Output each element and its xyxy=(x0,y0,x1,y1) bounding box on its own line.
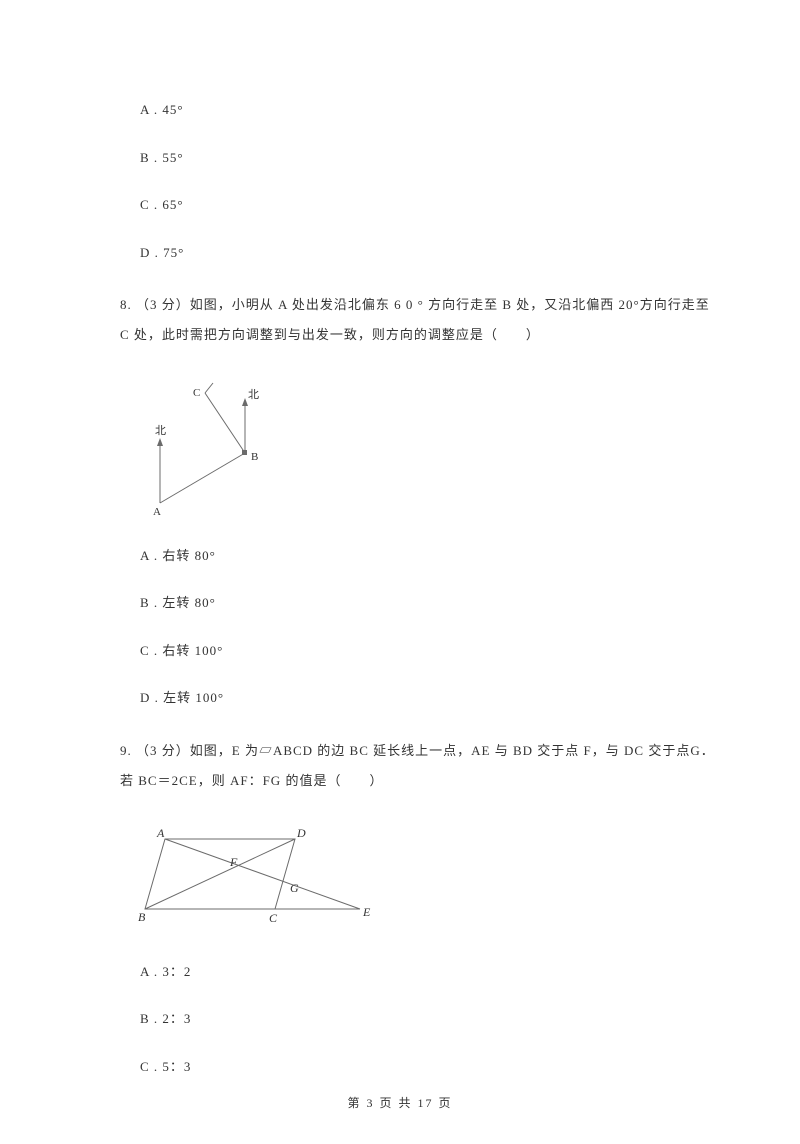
q9-label-f: F xyxy=(229,855,238,869)
q8-option-c: C . 右转 100° xyxy=(140,641,720,661)
q9-label-g: G xyxy=(290,881,299,895)
q9-option-b: B . 2：3 xyxy=(140,1009,720,1029)
q9-label-c: C xyxy=(269,911,278,925)
q8-label-a: A xyxy=(153,506,161,518)
q9-label-b: B xyxy=(138,910,146,924)
q8-label-b: B xyxy=(251,451,258,463)
q9-option-c: C . 5：3 xyxy=(140,1057,720,1077)
q8-option-a: A . 右转 80° xyxy=(140,546,720,566)
q8-text: 8. （3 分）如图，小明从 A 处出发沿北偏东 6 0 ° 方向行走至 B 处… xyxy=(120,290,720,350)
q8-label-c: C xyxy=(193,387,200,399)
q7-option-b: B . 55° xyxy=(140,148,720,168)
q9-text: 9. （3 分）如图，E 为▱ABCD 的边 BC 延长线上一点，AE 与 BD… xyxy=(120,736,720,796)
q7-option-d: D . 75° xyxy=(140,243,720,263)
q7-option-c: C . 65° xyxy=(140,195,720,215)
q9-label-d: D xyxy=(296,826,306,840)
q8-figure: A B C 北 北 xyxy=(135,378,720,518)
q8-option-b: B . 左转 80° xyxy=(140,593,720,613)
q7-option-a: A . 45° xyxy=(140,100,720,120)
page-footer: 第 3 页 共 17 页 xyxy=(0,1094,800,1112)
q9-label-a: A xyxy=(156,826,165,840)
q9-label-e: E xyxy=(362,905,371,919)
q8-label-n1: 北 xyxy=(155,424,166,437)
q9-option-a: A . 3：2 xyxy=(140,962,720,982)
q9-figure: A D B C E F G xyxy=(135,824,720,934)
q8-label-n2: 北 xyxy=(248,388,259,401)
q8-option-d: D . 左转 100° xyxy=(140,688,720,708)
